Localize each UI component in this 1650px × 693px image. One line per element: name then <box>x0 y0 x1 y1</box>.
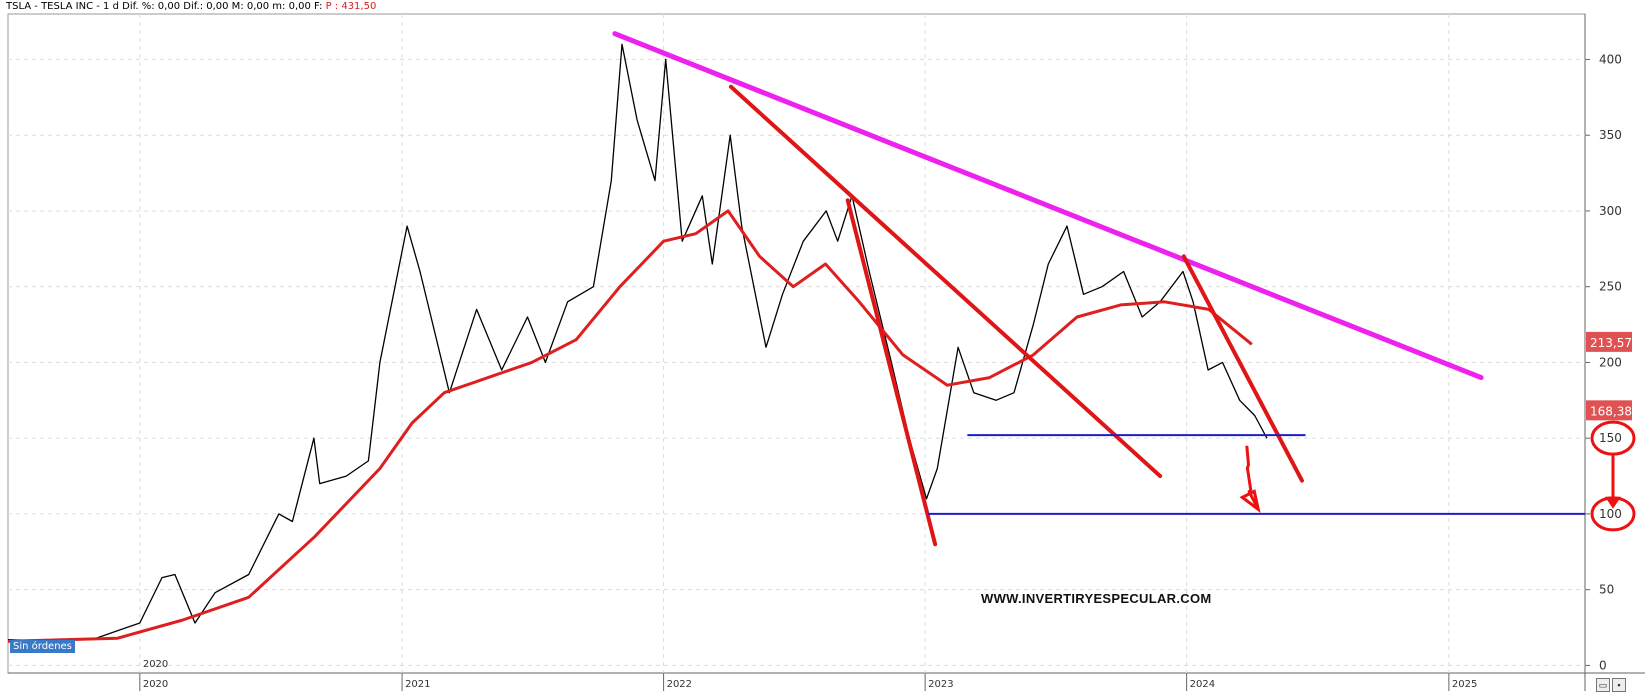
y-tick-label: 400 <box>1599 52 1622 66</box>
x-tick-label: 2020 <box>143 679 168 690</box>
x-tick-label: 2024 <box>1190 679 1215 690</box>
downtrend-line <box>845 198 938 547</box>
x-tick-label: 2020 <box>143 659 168 670</box>
header-info: - 1 d Dif. %: 0,00 Dif.: 0,00 M: 0,00 m:… <box>96 1 323 12</box>
price-label: 213,57 <box>1590 336 1632 350</box>
downtrend-line <box>1181 254 1304 483</box>
y-tick-label: 200 <box>1599 355 1622 369</box>
symbol-label: TSLA - TESLA INC <box>6 1 94 12</box>
y-tick-label: 0 <box>1599 658 1607 672</box>
x-tick-label: 2022 <box>667 679 692 690</box>
price-label-box <box>1586 331 1632 352</box>
x-tick-label: 2021 <box>405 679 430 690</box>
y-tick-label: 150 <box>1599 431 1622 445</box>
plot-frame <box>7 13 1586 674</box>
downtrend-line <box>728 84 1163 479</box>
y-tick-label: 350 <box>1599 128 1622 142</box>
y-tick-label: 50 <box>1599 583 1614 597</box>
zigzag-arrowhead <box>1239 489 1261 514</box>
y-tick-label: 250 <box>1599 280 1622 294</box>
minimize-icon[interactable]: ▭ <box>1596 678 1610 692</box>
chart-header: TSLA - TESLA INC - 1 d Dif. %: 0,00 Dif.… <box>6 1 376 12</box>
status-badge[interactable]: Sin órdenes <box>10 640 75 653</box>
moving-average-line <box>7 209 1253 643</box>
axis-arrowhead <box>1605 496 1621 509</box>
y-tick-label: 100 <box>1599 507 1622 521</box>
price-line <box>7 43 1268 642</box>
price-label: 168,38 <box>1590 404 1632 418</box>
y-tick-label: 300 <box>1599 204 1622 218</box>
watermark: WWW.INVERTIRYESPECULAR.COM <box>981 591 1212 606</box>
resistance-trendline <box>612 31 1484 381</box>
last-price-label: P : 431,50 <box>325 1 377 12</box>
save-icon[interactable]: ▪ <box>1612 678 1626 692</box>
x-tick-label: 2023 <box>928 679 953 690</box>
x-tick-label: 2025 <box>1452 679 1477 690</box>
price-label-box <box>1586 400 1632 421</box>
